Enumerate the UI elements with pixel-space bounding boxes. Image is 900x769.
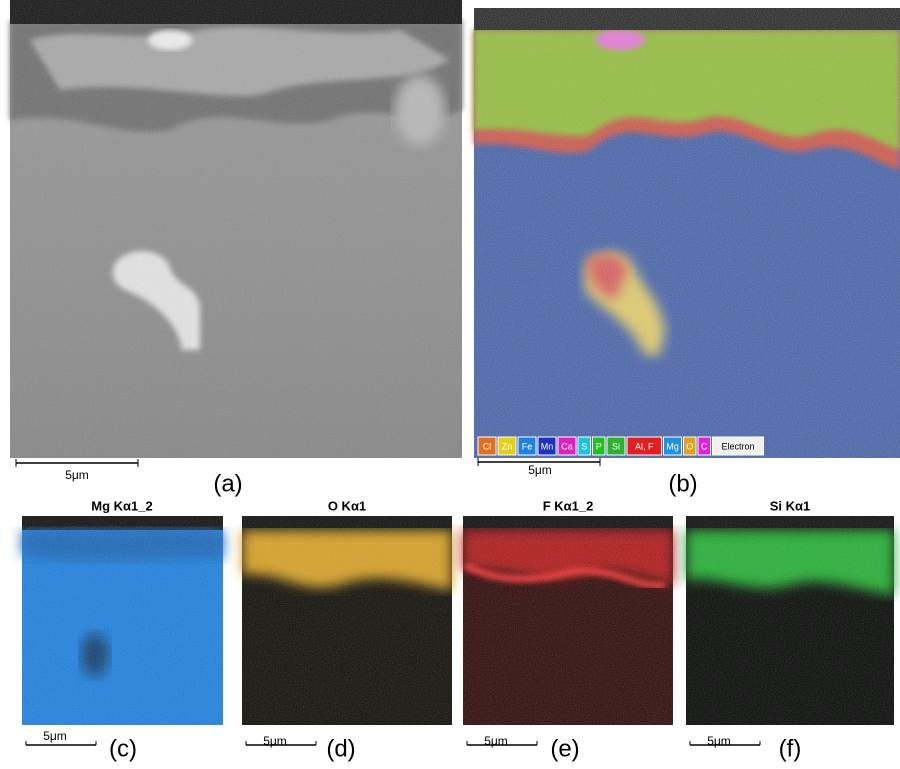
legend-label: Cl	[483, 441, 492, 451]
scale-bar-label: 5μm	[528, 463, 552, 477]
map-title: F Kα1_2	[543, 498, 594, 513]
panel-label: (a)	[213, 470, 242, 497]
legend-label: C	[701, 441, 708, 451]
legend-label: O	[686, 441, 693, 451]
legend-label: Ca	[561, 441, 573, 451]
scale-bar-label: 5μm	[65, 468, 89, 482]
legend-label: S	[581, 441, 587, 451]
legend-label: P	[596, 441, 602, 451]
scale-bar-label: 5μm	[484, 734, 508, 748]
scale-bar-label: 5μm	[43, 729, 67, 743]
scale-bar-label: 5μm	[707, 734, 731, 748]
map-title: Mg Kα1_2	[91, 498, 152, 513]
f-map	[463, 516, 673, 725]
eds-overlay-image	[474, 8, 900, 458]
map-title: Si Kα1	[770, 498, 811, 513]
figure: (a) 5μm (b) 5μm Cl Zn Fe Mn Ca SP Si Al, F Mg OC Elect…	[0, 0, 900, 769]
sem-image	[10, 0, 462, 458]
mg-map	[22, 516, 223, 725]
legend-label: Si	[612, 441, 620, 451]
map-title: O Kα1	[328, 498, 366, 513]
legend-label: Electron	[721, 441, 754, 451]
legend-label: Fe	[522, 441, 533, 451]
legend-label: Al, F	[635, 441, 654, 451]
panel-label: (f)	[779, 735, 802, 762]
si-map	[686, 516, 894, 725]
scale-bar-label: 5μm	[263, 734, 287, 748]
panel-label: (d)	[326, 735, 355, 762]
legend-label: Zn	[502, 441, 513, 451]
panel-label: (b)	[668, 470, 697, 497]
panel-label: (e)	[550, 735, 579, 762]
page: (a) 5μm (b) 5μm Cl Zn Fe Mn Ca SP Si Al, F Mg OC Elect…	[0, 0, 900, 769]
legend-label: Mn	[541, 441, 554, 451]
legend-label: Mg	[666, 441, 679, 451]
panel-label: (c)	[109, 735, 137, 762]
o-map	[242, 516, 452, 725]
